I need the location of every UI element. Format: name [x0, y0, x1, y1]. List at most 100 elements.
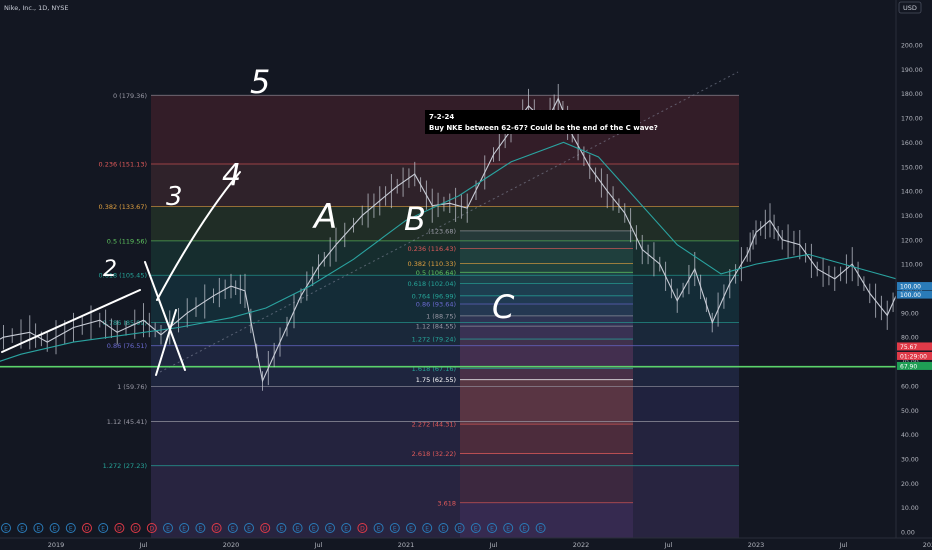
time-axis-tick: Jul [489, 541, 498, 549]
event-marker[interactable] [227, 523, 238, 533]
fib2-level-label: 0.5 (106.64) [416, 269, 456, 277]
price-axis-tick: 90.00 [901, 310, 919, 317]
fib1-level-label: 1.12 (45.41) [107, 418, 147, 426]
event-marker-label: E [328, 526, 332, 533]
fib2-level-label: (123.68) [428, 227, 456, 235]
price-axis-tick: 160.00 [901, 140, 923, 147]
fib2-level-label: 2.618 (32.22) [412, 450, 456, 458]
note-date: 7-2-24 [429, 113, 454, 121]
event-marker[interactable] [470, 523, 481, 533]
fib2-zone [460, 326, 633, 340]
price-tag-box [897, 342, 932, 351]
event-marker-label: E [69, 526, 73, 533]
price-tags: 100.00 100.00 75.67 01:29:00 67.90 [897, 282, 932, 370]
fib1-level-label: 0 (179.36) [113, 92, 147, 100]
wave-x-cross-1 [144, 261, 186, 371]
event-marker-label: D [214, 526, 219, 533]
event-marker[interactable] [535, 523, 546, 533]
fibonacci-levels: 0 (179.36) 0.236 (151.13) 0.382 (133.67) 0.… [99, 92, 739, 507]
price-axis-tick: 110.00 [901, 262, 923, 269]
wave-trend-line-1 [1, 289, 141, 353]
event-marker[interactable] [98, 523, 109, 533]
fib2-level-label: 2.272 (44.31) [412, 421, 456, 429]
event-marker[interactable] [276, 523, 287, 533]
event-marker-label: D [263, 526, 268, 533]
event-marker[interactable] [341, 523, 352, 533]
event-marker[interactable] [454, 523, 465, 533]
fib1-zone [151, 163, 739, 207]
event-marker[interactable] [373, 523, 384, 533]
fib2-level-label: 0.236 (116.43) [408, 245, 457, 253]
event-marker[interactable] [195, 523, 206, 533]
event-marker[interactable] [130, 523, 141, 533]
event-marker[interactable] [406, 523, 416, 533]
event-marker[interactable] [114, 523, 125, 533]
event-marker[interactable] [82, 523, 92, 533]
fib2-zone [460, 339, 633, 369]
event-marker-label: E [296, 526, 300, 533]
event-marker[interactable] [17, 523, 28, 533]
fib2-level-label: 0.86 (93.64) [416, 300, 456, 308]
time-axis-tick: Jul [314, 541, 323, 549]
fib2-zone [460, 230, 633, 249]
fib1-level-label: 0.382 (133.67) [99, 203, 148, 211]
event-marker-label: E [182, 526, 186, 533]
fib1-zone [151, 322, 739, 346]
event-marker[interactable] [179, 523, 190, 533]
price-axis-tick: 130.00 [901, 213, 923, 220]
fib2-level-label: 0.618 (102.04) [408, 280, 457, 288]
event-marker[interactable] [1, 523, 11, 533]
event-marker[interactable] [389, 523, 400, 533]
price-tag-label: 01:29:00 [900, 353, 927, 360]
event-marker-label: E [393, 526, 397, 533]
event-marker-label: D [117, 526, 122, 533]
event-marker[interactable] [244, 523, 254, 533]
event-marker[interactable] [308, 523, 319, 533]
fib2-zone [460, 379, 633, 425]
wave-label-5: 5 [250, 63, 270, 101]
event-marker[interactable] [438, 523, 449, 533]
fib1-zone [151, 465, 739, 538]
price-axis-tick: 50.00 [901, 408, 919, 415]
note-text: Buy NKE between 62-67? Could be the end … [429, 124, 658, 132]
symbol-title: Nike, Inc., 1D, NYSE [4, 4, 68, 12]
event-marker[interactable] [487, 523, 497, 533]
event-marker-label: E [53, 526, 57, 533]
event-marker[interactable] [357, 523, 368, 533]
event-marker[interactable] [163, 523, 173, 533]
event-marker-label: E [4, 526, 8, 533]
price-axis-tick: 170.00 [901, 116, 923, 123]
note-box[interactable]: 7-2-24 Buy NKE between 62-67? Could be t… [425, 110, 658, 134]
event-marker[interactable] [292, 523, 303, 533]
event-marker-label: E [37, 526, 41, 533]
event-marker[interactable] [503, 523, 514, 533]
event-marker-label: E [166, 526, 170, 533]
event-marker-label: D [85, 526, 90, 533]
event-marker-label: E [231, 526, 235, 533]
fib2-zone [460, 248, 633, 264]
price-axis-tick: 30.00 [901, 456, 919, 463]
price-tag-box [897, 282, 932, 291]
wave-label-3: 3 [166, 182, 183, 212]
price-tag-label: 75.67 [900, 344, 917, 351]
currency-badge-box [898, 1, 922, 14]
event-marker[interactable] [211, 523, 222, 533]
event-marker-label: D [149, 526, 154, 533]
price-axis-tick: 10.00 [901, 505, 919, 512]
event-marker[interactable] [519, 523, 530, 533]
event-marker[interactable] [422, 523, 433, 533]
event-marker[interactable] [260, 523, 271, 533]
event-marker[interactable] [65, 523, 76, 533]
time-axis-tick: Jul [664, 541, 673, 549]
event-marker[interactable] [146, 523, 157, 533]
event-marker[interactable] [325, 523, 335, 533]
currency-badge[interactable]: USD [898, 1, 922, 14]
event-marker-label: E [490, 526, 494, 533]
event-marker[interactable] [49, 523, 60, 533]
event-marker[interactable] [33, 523, 44, 533]
event-marker-label: E [312, 526, 316, 533]
fib2-zone [460, 263, 633, 273]
fib1-level-label: 1.272 (27.23) [103, 462, 147, 470]
time-axis-tick: 2022 [573, 541, 590, 549]
